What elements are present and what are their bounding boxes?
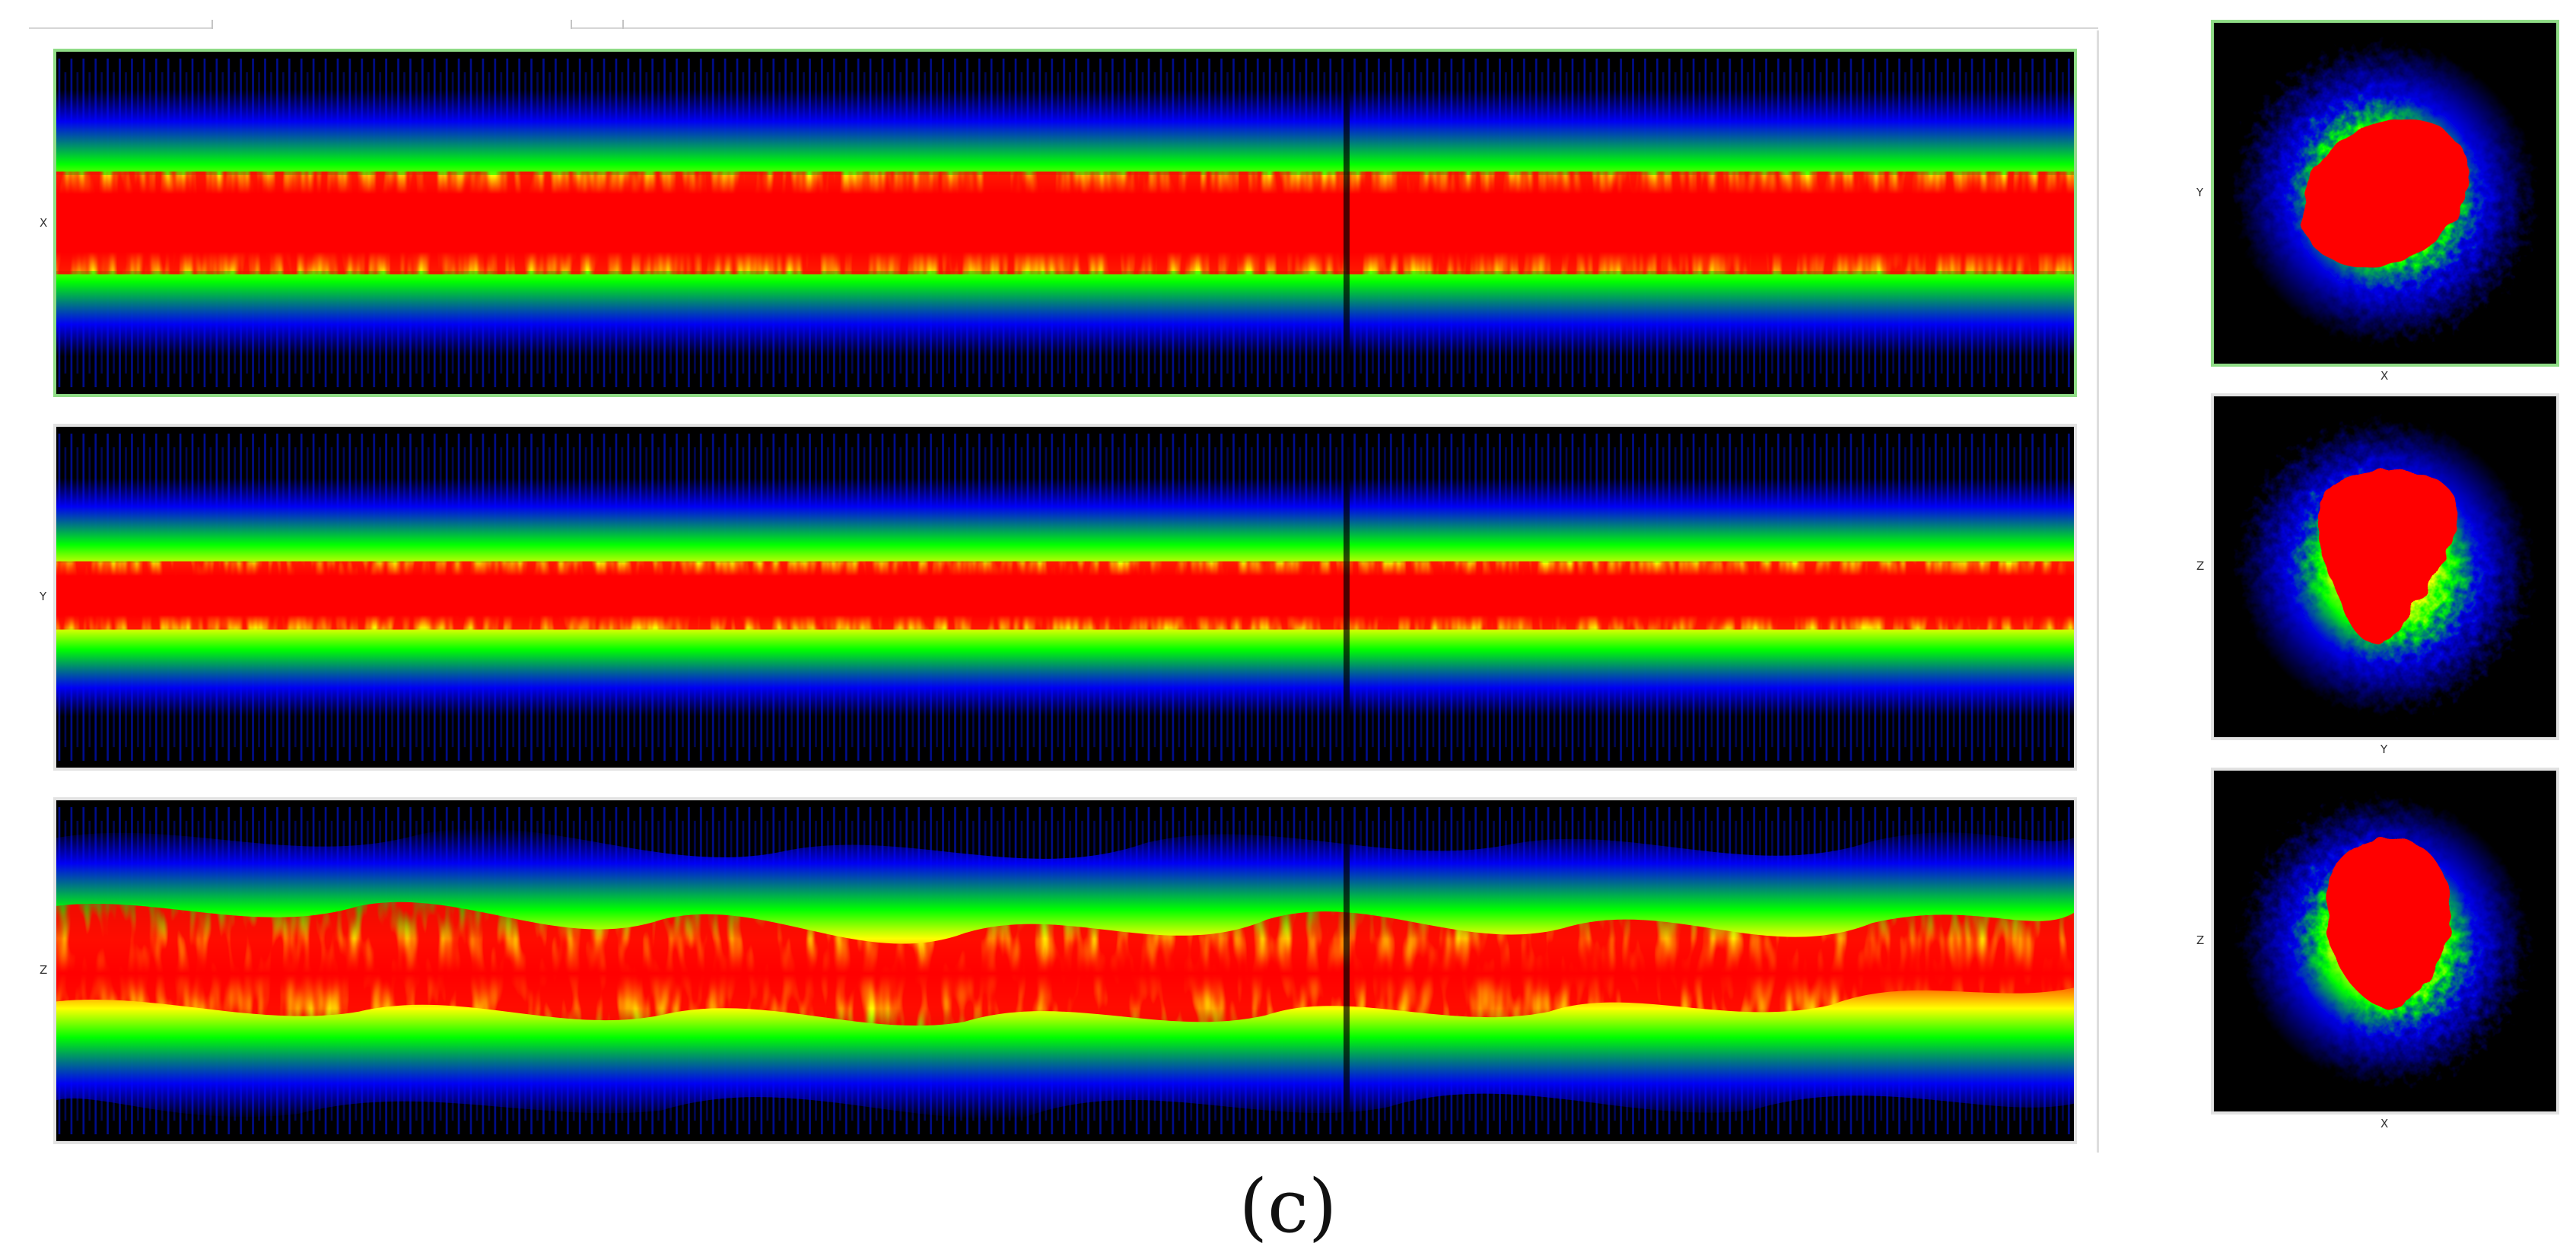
xy-projection-horizontal-label: X: [2380, 369, 2389, 383]
x-series-density-plot[interactable]: [53, 49, 2077, 397]
panel-splitter[interactable]: [2097, 30, 2099, 1153]
toolbar-separator: [571, 20, 572, 29]
xz-projection-plot[interactable]: [2211, 768, 2559, 1115]
z-series-axis-label: Z: [40, 963, 48, 977]
yz-projection-horizontal-label: Y: [2380, 742, 2388, 756]
yz-projection-vertical-label: Z: [2196, 559, 2205, 573]
toolbar-separator: [211, 20, 213, 29]
y-series-axis-label: Y: [40, 590, 47, 603]
toolbar-separator: [622, 20, 624, 29]
xy-projection-plot[interactable]: [2211, 20, 2559, 367]
y-series-density-plot[interactable]: [53, 424, 2077, 771]
toolbar-divider-left: [29, 27, 213, 29]
figure-caption: (c): [1239, 1164, 1337, 1249]
z-series-density-plot[interactable]: [53, 797, 2077, 1144]
xz-projection-horizontal-label: X: [2380, 1117, 2389, 1130]
xz-projection-vertical-label: Z: [2196, 933, 2205, 947]
x-series-axis-label: X: [40, 216, 48, 230]
xy-projection-vertical-label: Y: [2196, 186, 2204, 199]
yz-projection-plot[interactable]: [2211, 393, 2559, 740]
toolbar-divider-right: [571, 27, 2098, 29]
